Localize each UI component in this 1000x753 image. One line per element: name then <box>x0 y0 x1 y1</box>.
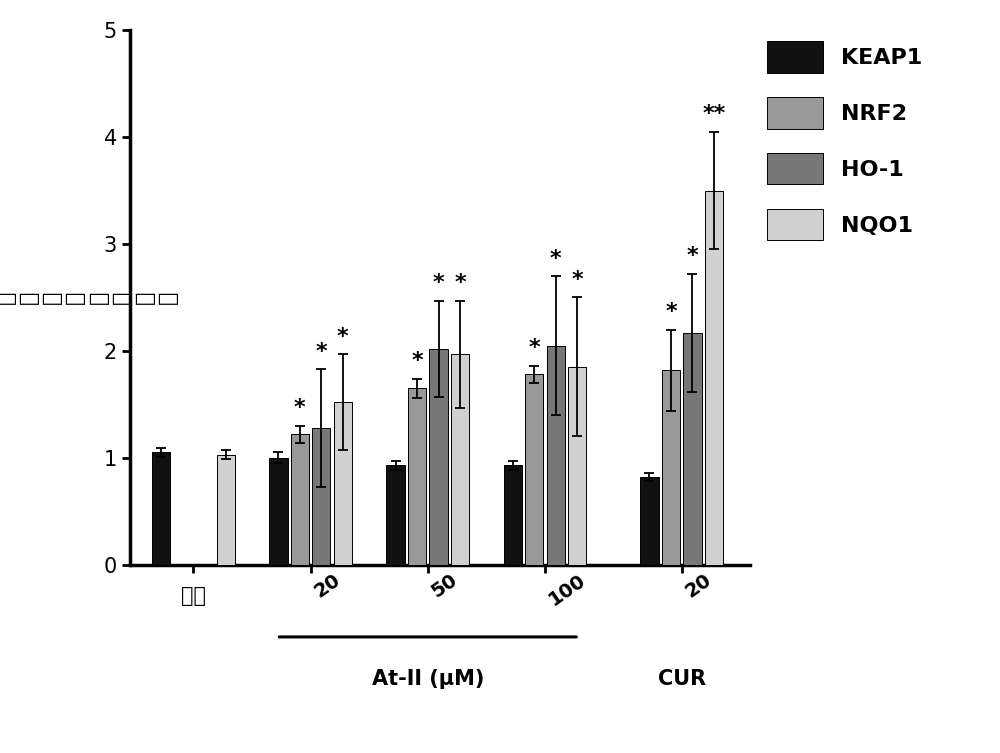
Text: *: * <box>294 398 306 418</box>
Text: 50: 50 <box>428 570 461 601</box>
Bar <box>504 465 522 565</box>
Bar <box>312 428 330 565</box>
Text: 20: 20 <box>311 570 344 601</box>
Text: CUR: CUR <box>658 669 706 689</box>
Bar <box>269 458 288 565</box>
Bar <box>408 389 426 565</box>
Text: *: * <box>337 327 349 346</box>
Bar <box>547 346 565 565</box>
Bar <box>683 333 702 565</box>
Text: At-II (μM): At-II (μM) <box>372 669 484 689</box>
Y-axis label: 相
对
强
度
（
倍
数
）: 相 对 强 度 （ 倍 数 ） <box>0 291 178 304</box>
Bar <box>568 367 586 565</box>
Text: *: * <box>316 342 327 361</box>
Text: 100: 100 <box>545 570 589 609</box>
Legend: KEAP1, NRF2, HO-1, NQO1: KEAP1, NRF2, HO-1, NQO1 <box>767 41 922 240</box>
Bar <box>451 354 469 565</box>
Text: *: * <box>687 246 698 267</box>
Bar <box>152 453 170 565</box>
Text: *: * <box>528 338 540 358</box>
Text: *: * <box>411 351 423 371</box>
Bar <box>291 434 309 565</box>
Text: *: * <box>454 273 466 293</box>
Bar <box>640 477 659 565</box>
Text: **: ** <box>702 104 725 124</box>
Bar <box>386 465 405 565</box>
Text: *: * <box>433 273 444 293</box>
Text: 20: 20 <box>682 570 715 601</box>
Bar <box>429 349 448 565</box>
Text: *: * <box>550 248 562 269</box>
Bar <box>334 402 352 565</box>
Bar <box>525 374 543 565</box>
Text: *: * <box>665 302 677 322</box>
Bar <box>217 455 235 565</box>
Text: *: * <box>571 270 583 290</box>
Bar <box>705 191 723 565</box>
Bar <box>662 370 680 565</box>
Text: 对照: 对照 <box>181 586 206 606</box>
